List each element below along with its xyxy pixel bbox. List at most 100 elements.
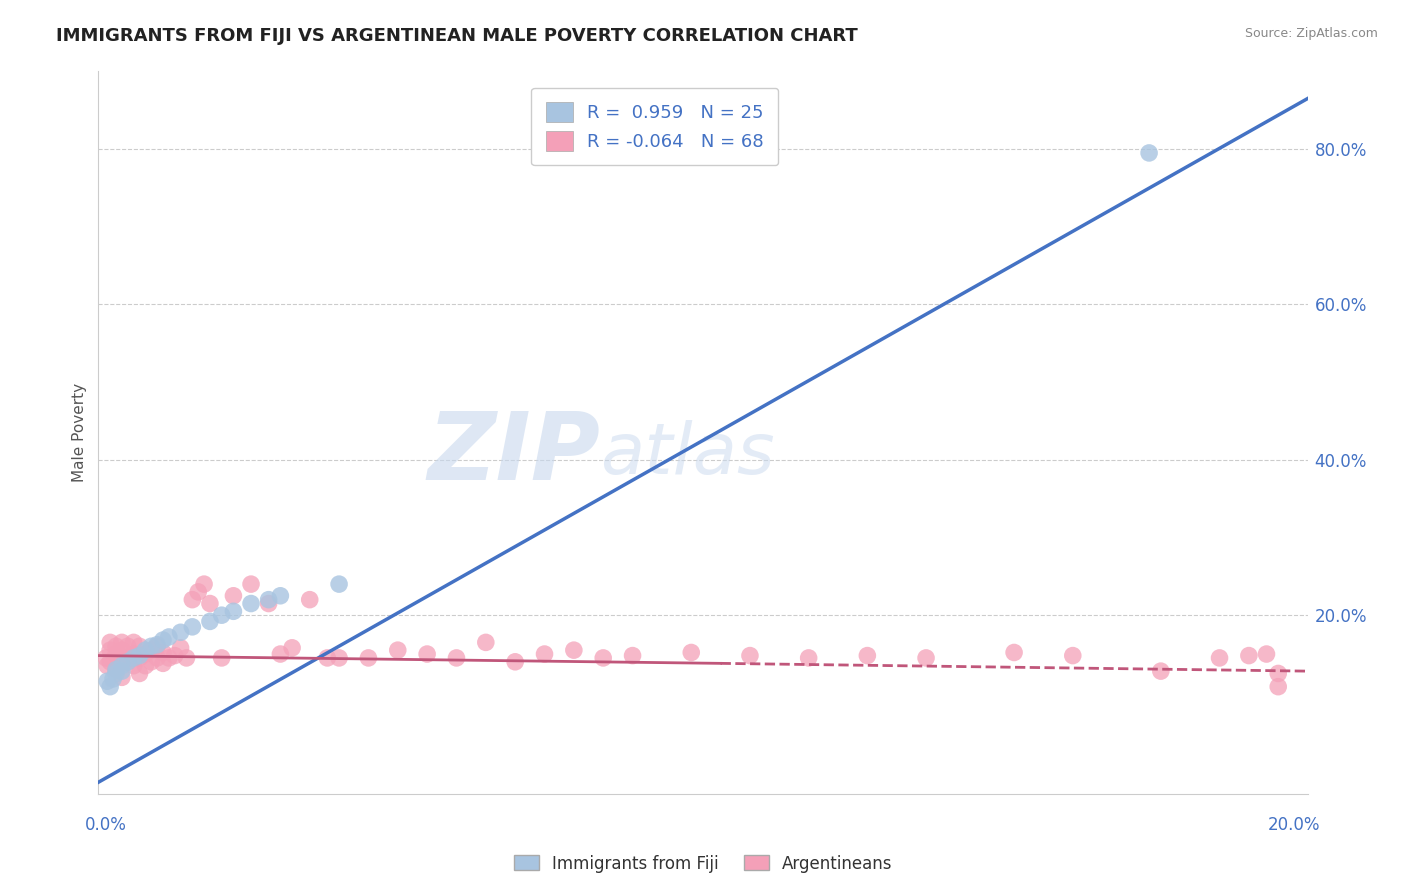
Point <box>157 630 180 644</box>
Point <box>475 635 498 649</box>
Point <box>111 670 134 684</box>
Point <box>328 651 350 665</box>
Point <box>533 647 555 661</box>
Point <box>176 651 198 665</box>
Point <box>105 663 128 677</box>
Point <box>503 655 526 669</box>
Point <box>111 643 134 657</box>
Point <box>1267 666 1289 681</box>
Point <box>134 643 156 657</box>
Point <box>187 585 209 599</box>
Text: ZIP: ZIP <box>427 409 600 500</box>
Point <box>101 672 124 686</box>
Point <box>111 635 134 649</box>
Point <box>128 648 150 663</box>
Point <box>328 577 350 591</box>
Point <box>1237 648 1260 663</box>
Point <box>856 648 879 663</box>
Point <box>146 640 169 654</box>
Point <box>169 625 191 640</box>
Y-axis label: Male Poverty: Male Poverty <box>72 383 87 483</box>
Point <box>152 633 174 648</box>
Point <box>163 648 186 663</box>
Text: 0.0%: 0.0% <box>84 816 127 834</box>
Point <box>222 589 245 603</box>
Point <box>416 647 439 661</box>
Point <box>169 640 191 655</box>
Point <box>198 597 221 611</box>
Point <box>1256 647 1278 661</box>
Point <box>681 645 703 659</box>
Point <box>181 592 204 607</box>
Point <box>146 638 169 652</box>
Point <box>117 655 139 669</box>
Point <box>240 597 263 611</box>
Point <box>562 643 585 657</box>
Point <box>141 655 163 669</box>
Point <box>141 643 163 657</box>
Point <box>1002 645 1025 659</box>
Point <box>98 655 121 669</box>
Point <box>122 647 145 661</box>
Point <box>357 651 380 665</box>
Point <box>387 643 409 657</box>
Point <box>257 592 280 607</box>
Point <box>222 604 245 618</box>
Point <box>128 651 150 665</box>
Point <box>257 597 280 611</box>
Point <box>211 651 233 665</box>
Point <box>1150 664 1173 678</box>
Point <box>105 647 128 661</box>
Point <box>298 592 321 607</box>
Point <box>111 664 134 678</box>
Point <box>269 589 291 603</box>
Point <box>152 657 174 671</box>
Point <box>592 651 614 665</box>
Point <box>621 648 644 663</box>
Point <box>316 651 339 665</box>
Point <box>157 651 180 665</box>
Point <box>1267 680 1289 694</box>
Point <box>96 658 118 673</box>
Point <box>94 651 117 665</box>
Point <box>105 666 128 681</box>
Point <box>193 577 215 591</box>
Point <box>738 648 761 663</box>
Point <box>128 640 150 654</box>
Point <box>111 651 134 665</box>
Point <box>122 651 145 665</box>
Point <box>281 640 304 655</box>
Point <box>134 658 156 673</box>
Point <box>105 663 128 677</box>
Point <box>122 658 145 673</box>
Point <box>128 666 150 681</box>
Point <box>146 651 169 665</box>
Point <box>98 643 121 657</box>
Point <box>269 647 291 661</box>
Point <box>134 647 156 661</box>
Point <box>240 577 263 591</box>
Point <box>117 640 139 654</box>
Text: IMMIGRANTS FROM FIJI VS ARGENTINEAN MALE POVERTY CORRELATION CHART: IMMIGRANTS FROM FIJI VS ARGENTINEAN MALE… <box>56 27 858 45</box>
Point <box>198 615 221 629</box>
Point <box>98 680 121 694</box>
Legend: Immigrants from Fiji, Argentineans: Immigrants from Fiji, Argentineans <box>508 848 898 880</box>
Point <box>141 640 163 654</box>
Point <box>1137 145 1160 160</box>
Point <box>96 674 118 689</box>
Point <box>152 645 174 659</box>
Point <box>1062 648 1084 663</box>
Text: 20.0%: 20.0% <box>1267 816 1320 834</box>
Point <box>98 635 121 649</box>
Point <box>122 635 145 649</box>
Point <box>111 658 134 673</box>
Point <box>105 640 128 654</box>
Text: Source: ZipAtlas.com: Source: ZipAtlas.com <box>1244 27 1378 40</box>
Point <box>915 651 938 665</box>
Point <box>446 651 468 665</box>
Point <box>181 620 204 634</box>
Point <box>797 651 820 665</box>
Text: atlas: atlas <box>600 420 775 489</box>
Point <box>117 655 139 669</box>
Point <box>211 608 233 623</box>
